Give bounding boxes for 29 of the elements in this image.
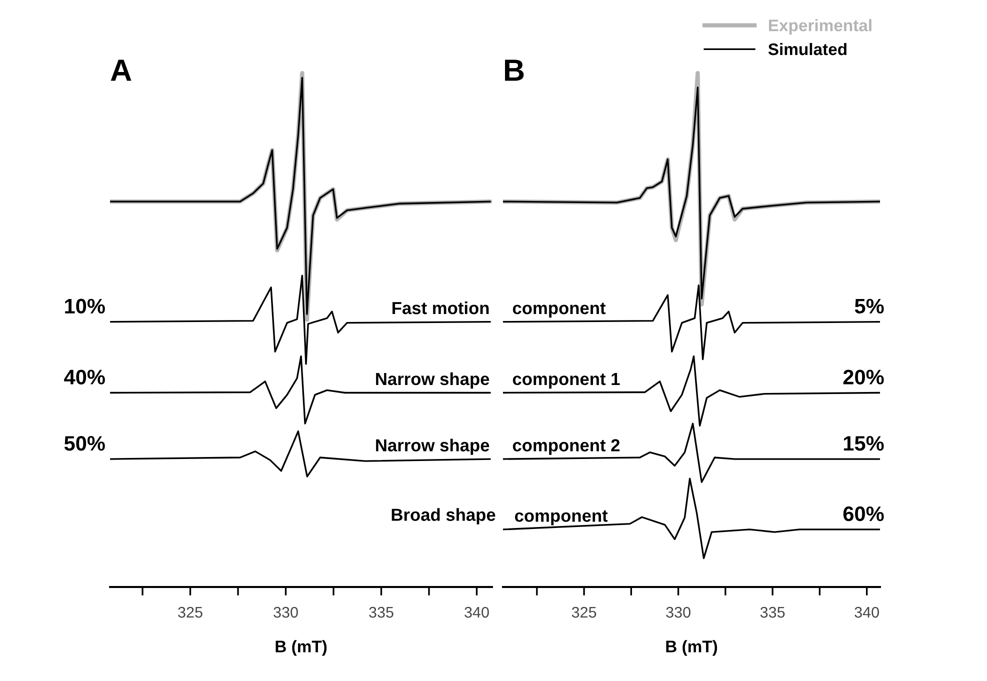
legend-label: Experimental: [769, 19, 872, 35]
annotation: 5%: [854, 298, 884, 314]
annotation: component 2: [512, 439, 620, 455]
annotation: Broad shape: [392, 508, 496, 524]
annotation: 40%: [64, 370, 105, 384]
annotation: 20%: [843, 370, 884, 384]
x-tick-label: 335: [369, 606, 394, 618]
annotation: Narrow shape: [376, 438, 490, 455]
chart-title: A: [110, 60, 132, 81]
x-tick-label: 325: [178, 606, 202, 618]
x-tick-label: 335: [760, 606, 785, 618]
x-axis-title: B (mT): [276, 640, 327, 656]
legend-label: Simulated: [768, 42, 846, 56]
annotation: Narrow shape: [376, 372, 490, 389]
annotation: Fast motion: [392, 301, 489, 314]
annotation: component: [514, 510, 608, 526]
annotation: 15%: [844, 436, 884, 451]
x-tick-label: 325: [572, 606, 596, 618]
x-tick-label: 330: [274, 606, 298, 618]
chart-title: B: [505, 60, 524, 81]
annotation: component: [512, 302, 606, 318]
x-tick-label: 340: [464, 606, 489, 618]
x-tick-label: 330: [666, 606, 690, 618]
annotation: 60%: [843, 506, 884, 522]
annotation: 50%: [64, 436, 105, 451]
annotation: component 1: [512, 373, 620, 389]
x-axis-title: B (mT): [666, 640, 718, 656]
x-tick-label: 340: [854, 606, 879, 618]
annotation: 10%: [65, 298, 105, 314]
